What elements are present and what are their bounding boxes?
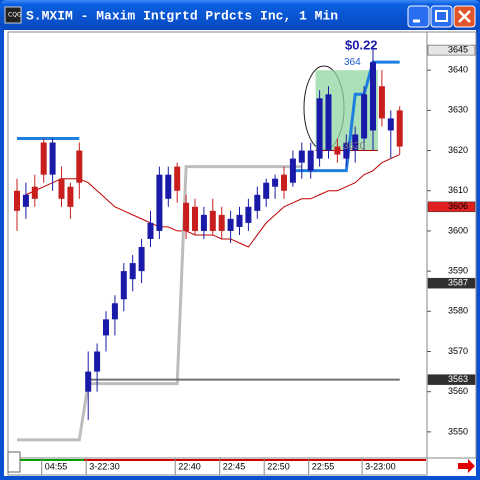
- price-marker: [427, 277, 476, 289]
- candle-body: [183, 202, 190, 231]
- candle-body: [272, 178, 279, 187]
- price-marker-label: 3606: [448, 201, 468, 211]
- candle-body: [22, 194, 29, 207]
- price-marker: [427, 374, 476, 385]
- candle-body: [307, 150, 314, 171]
- candle-body: [111, 303, 118, 320]
- candle-body: [387, 118, 394, 131]
- window-title: S.MXIM - Maxim Intgrtd Prdcts Inc, 1 Min: [26, 8, 338, 23]
- y-tick-label: 3580: [448, 306, 468, 316]
- y-tick-label: 3620: [448, 145, 468, 155]
- maximize-button[interactable]: [430, 5, 453, 28]
- candle-body: [236, 214, 243, 227]
- candle-body: [325, 94, 332, 151]
- candle-body: [129, 263, 136, 280]
- minimize-button[interactable]: [407, 5, 430, 28]
- candle-body: [120, 271, 127, 300]
- candle-body: [156, 174, 163, 231]
- candle-body: [263, 182, 270, 199]
- candle-body: [334, 146, 341, 155]
- candle-body: [316, 98, 323, 159]
- y-tick-label: 3550: [448, 426, 468, 436]
- candle-body: [94, 351, 101, 372]
- candle-body: [200, 214, 207, 231]
- x-tick-label: 22:40: [178, 461, 201, 471]
- indicator-line: [17, 165, 302, 442]
- annotation: 3620: [343, 141, 366, 152]
- candle-body: [227, 218, 234, 231]
- candle-body: [67, 186, 74, 207]
- x-tick-label: 22:45: [223, 461, 246, 471]
- candle-body: [378, 86, 385, 119]
- price-marker-label: 3563: [448, 374, 468, 384]
- annotation: 364: [344, 57, 361, 68]
- y-tick-label: 3640: [448, 65, 468, 75]
- candle-body: [396, 110, 403, 147]
- app-icon[interactable]: [4, 6, 22, 24]
- price-axis: [426, 31, 477, 459]
- candle-body: [370, 62, 376, 131]
- candle-body: [147, 222, 154, 239]
- window-buttons: [407, 5, 476, 28]
- x-tick-label: 22:50: [267, 461, 290, 471]
- candle-body: [361, 94, 368, 139]
- candle-body: [85, 371, 92, 392]
- app-icon-glyph: CQG: [8, 12, 22, 19]
- candle-body: [138, 247, 145, 272]
- candle-body: [218, 214, 225, 231]
- y-tick-label: 3610: [448, 185, 468, 195]
- y-tick-label: 3600: [448, 225, 468, 235]
- y-tick-label: 3590: [448, 265, 468, 275]
- candle-body: [174, 166, 181, 191]
- candle-body: [254, 194, 261, 211]
- candle-body: [289, 158, 296, 183]
- scroll-box[interactable]: [7, 451, 21, 473]
- candle-body: [103, 319, 109, 336]
- x-tick-label: 3-22:30: [89, 461, 120, 471]
- x-tick-label: 3-23:00: [365, 461, 396, 471]
- candle-body: [165, 174, 172, 199]
- price-marker: [427, 201, 476, 213]
- candle-body: [49, 142, 56, 175]
- candle-body: [58, 178, 65, 199]
- plot: 3550356035703580359036003610362036303640…: [14, 38, 476, 475]
- scroll-arrow[interactable]: [458, 459, 475, 473]
- candle-body: [281, 174, 287, 191]
- y-tick-label: 3560: [448, 386, 468, 396]
- candle-body: [245, 206, 252, 223]
- candle-body: [192, 206, 198, 231]
- title-bar: [0, 0, 480, 30]
- price-marker-label: 3645: [448, 44, 468, 54]
- maximize-glyph: [435, 10, 448, 22]
- y-tick-label: 3570: [448, 346, 468, 356]
- close-glyph: [458, 10, 471, 23]
- candle-body: [209, 210, 216, 231]
- x-tick-label: 22:55: [312, 461, 335, 471]
- y-tick-label: 3630: [448, 105, 468, 115]
- x-tick-label: 04:55: [45, 461, 68, 471]
- candle-body: [31, 186, 38, 199]
- annotation: $0.22: [345, 38, 378, 53]
- candle-body: [40, 142, 47, 175]
- candle-body: [352, 134, 359, 151]
- price-marker-label: 3587: [448, 278, 468, 288]
- price-marker: [427, 44, 476, 56]
- candle-body: [343, 142, 350, 159]
- candle-body: [76, 150, 83, 183]
- candle-body: [298, 150, 305, 163]
- candle-body: [14, 190, 20, 211]
